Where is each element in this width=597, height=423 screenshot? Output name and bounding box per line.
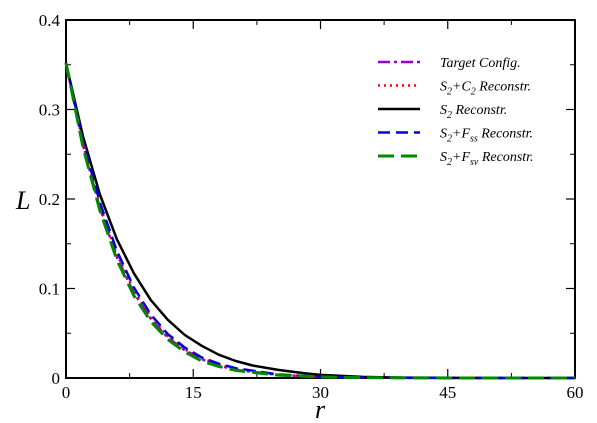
legend-entry: S2+Fsv Reconstr. <box>440 150 534 168</box>
legend-entry: Target Config. <box>440 56 521 71</box>
y-tick-label: 0.4 <box>39 11 61 30</box>
y-tick-label: 0.2 <box>39 190 60 209</box>
legend-entry: S2+C2 Reconstr. <box>440 80 531 98</box>
x-tick-label: 0 <box>62 383 71 402</box>
series-line <box>64 62 575 380</box>
y-tick-label: 0 <box>52 369 61 388</box>
series-lines <box>64 62 575 380</box>
x-tick-label: 45 <box>439 383 456 402</box>
plot-frame <box>65 19 576 379</box>
tick-labels: 0 15 30 45 60 0 0.1 0.2 0.3 0.4 <box>39 11 584 402</box>
x-tick-label: 15 <box>185 383 202 402</box>
x-axis-label: r <box>315 395 326 423</box>
legend: Target Config. S2+C2 Reconstr. S2 Reconstr… <box>378 56 534 168</box>
y-axis-label: L <box>15 186 30 215</box>
legend-entry: S2 Reconstr. <box>440 103 507 121</box>
tick-marks <box>65 19 576 379</box>
y-tick-label: 0.3 <box>39 101 60 120</box>
y-tick-label: 0.1 <box>39 280 60 299</box>
x-tick-label: 30 <box>312 383 329 402</box>
legend-entry: S2+Fss Reconstr. <box>440 127 533 145</box>
x-tick-label: 60 <box>567 383 584 402</box>
